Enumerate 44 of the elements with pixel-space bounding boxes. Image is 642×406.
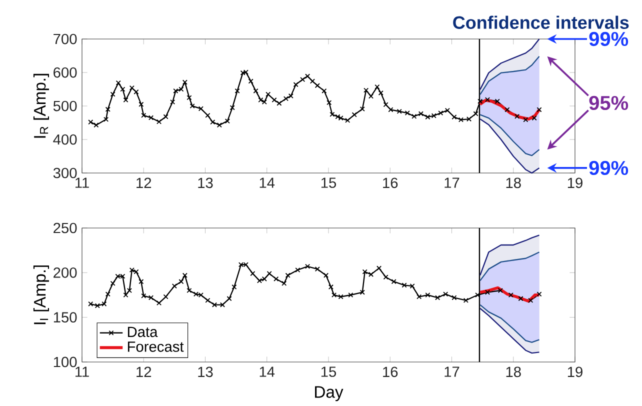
y-tick-label: 200 bbox=[54, 267, 77, 278]
x-axis-title: Day bbox=[315, 386, 344, 402]
y-axis-title: I$_{I}$ [Amp.] bbox=[33, 266, 49, 324]
line-series bbox=[479, 252, 540, 282]
y-tick-label: 100 bbox=[54, 356, 77, 368]
x-tick-label: 19 bbox=[568, 366, 582, 378]
line-series bbox=[479, 38, 540, 90]
x-tick-label: 16 bbox=[383, 178, 398, 188]
x-tick-label: 13 bbox=[198, 178, 213, 188]
line-series bbox=[479, 234, 540, 276]
line-series bbox=[479, 118, 540, 174]
y-tick-label: 600 bbox=[54, 67, 77, 78]
x-tick-label: 14 bbox=[260, 366, 275, 377]
x-tick-label: 18 bbox=[506, 366, 521, 378]
x-tick-label: 11 bbox=[76, 178, 89, 188]
legend-label: Data bbox=[128, 326, 158, 338]
x-tick-label: 15 bbox=[321, 178, 336, 188]
x-tick-label: 17 bbox=[444, 366, 460, 377]
y-axis-title: I$_{R}$ [Amp.] bbox=[33, 74, 49, 138]
x-tick-label: 12 bbox=[136, 366, 152, 377]
line-series bbox=[479, 56, 540, 96]
y-tick-label: 500 bbox=[53, 100, 77, 112]
x-tick-label: 19 bbox=[568, 178, 582, 188]
annotation: 99% bbox=[589, 160, 628, 176]
line-series bbox=[479, 114, 540, 156]
x-tick-label: 14 bbox=[260, 178, 275, 188]
line-series bbox=[479, 308, 540, 354]
y-tick-label: 300 bbox=[53, 168, 77, 178]
chart-title: Confidence intervals bbox=[453, 16, 629, 29]
annotation: 99% bbox=[589, 32, 628, 46]
x-tick-label: 17 bbox=[444, 178, 460, 188]
x-tick-label: 13 bbox=[198, 366, 213, 378]
y-tick-label: 150 bbox=[54, 312, 77, 323]
x-tick-label: 15 bbox=[321, 366, 336, 377]
y-tick-label: 700 bbox=[54, 34, 77, 44]
x-tick-label: 16 bbox=[383, 366, 398, 378]
x-tick-label: 18 bbox=[506, 178, 521, 188]
line-series bbox=[479, 304, 540, 343]
legend-label: Forecast bbox=[128, 342, 184, 352]
text: 95% bbox=[589, 96, 628, 110]
x-tick-label: 11 bbox=[76, 366, 89, 377]
x-tick-label: 12 bbox=[136, 178, 152, 188]
y-tick-label: 250 bbox=[54, 222, 77, 234]
y-tick-label: 400 bbox=[53, 134, 77, 145]
